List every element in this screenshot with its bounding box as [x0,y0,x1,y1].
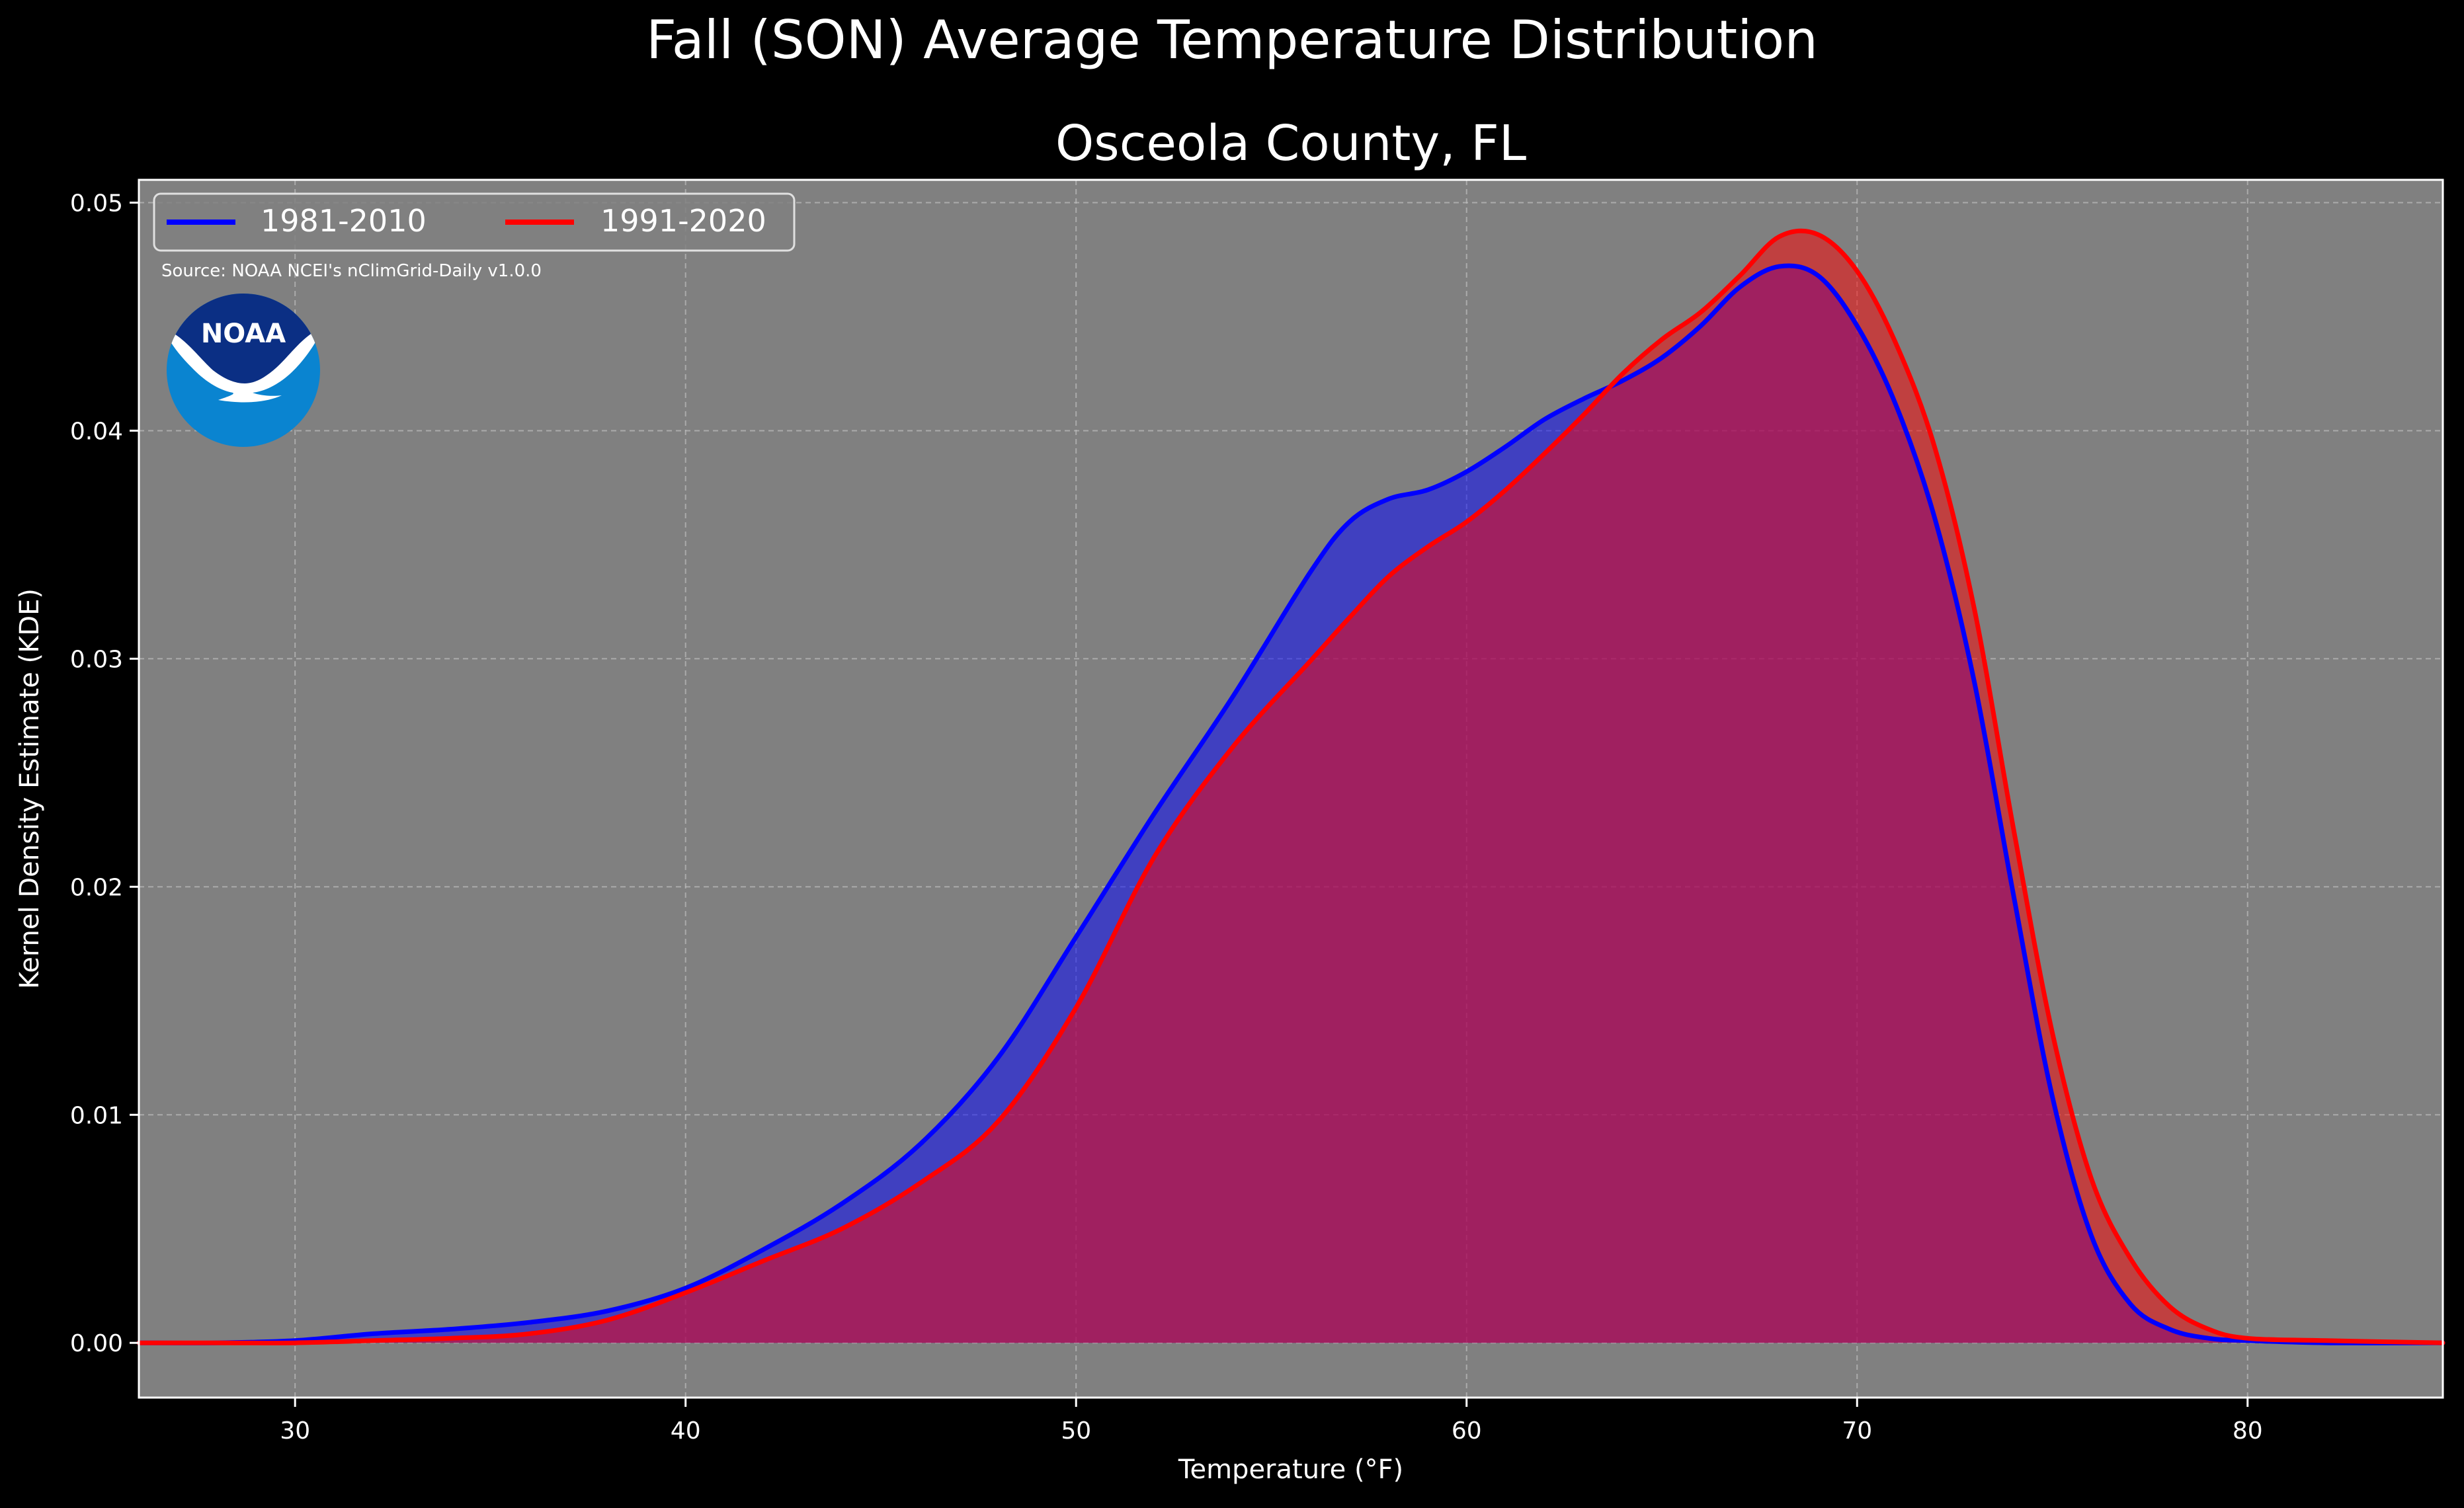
y-tick-label: 0.03 [70,646,123,673]
legend-box [153,192,796,252]
noaa-logo: NOAA [167,294,320,447]
chart-title: Osceola County, FL [1055,115,1526,172]
plot-frame [138,179,2444,1399]
y-tick-label: 0.00 [70,1330,123,1357]
noaa-logo-gull [167,328,320,403]
x-tick-label: 70 [1842,1417,1872,1445]
source-note: Source: NOAA NCEI's nClimGrid-Daily v1.0… [161,261,542,281]
y-tick-label: 0.05 [70,190,123,217]
plot-area [136,179,2445,1399]
x-tick-label: 50 [1061,1417,1091,1445]
fill-layer [139,231,2443,1343]
noaa-logo-text: NOAA [201,319,286,349]
y-tick-label: 0.01 [70,1102,123,1129]
x-tick-label: 80 [2233,1417,2263,1445]
series-line-1991-2020 [136,228,2445,1345]
series-line-1981-2010 [136,263,2445,1345]
y-tick-label: 0.02 [70,874,123,901]
x-tick-label: 40 [671,1417,701,1445]
x-tick-label: 30 [280,1417,310,1445]
legend-label-1991-2020: 1991-2020 [600,203,766,239]
x-tick-label: 60 [1452,1417,1482,1445]
axis-layer: 30 40 50 60 70 80 0.00 0.01 0.02 0.03 0.04 0.05 [70,190,2263,1445]
figure-suptitle: Fall (SON) Average Temperature Distribut… [646,9,1818,71]
noaa-logo-top [167,294,320,389]
x-axis-label: Temperature (°F) [1178,1454,1403,1485]
legend-label-1981-2010: 1981-2010 [261,203,427,239]
series-fill-1991-2020 [139,231,2443,1343]
y-tick-label: 0.04 [70,418,123,445]
y-axis-label: Kernel Density Estimate (KDE) [15,588,45,989]
legend: 1981-2010 1991-2020 [153,192,796,252]
line-layer [136,228,2445,1345]
